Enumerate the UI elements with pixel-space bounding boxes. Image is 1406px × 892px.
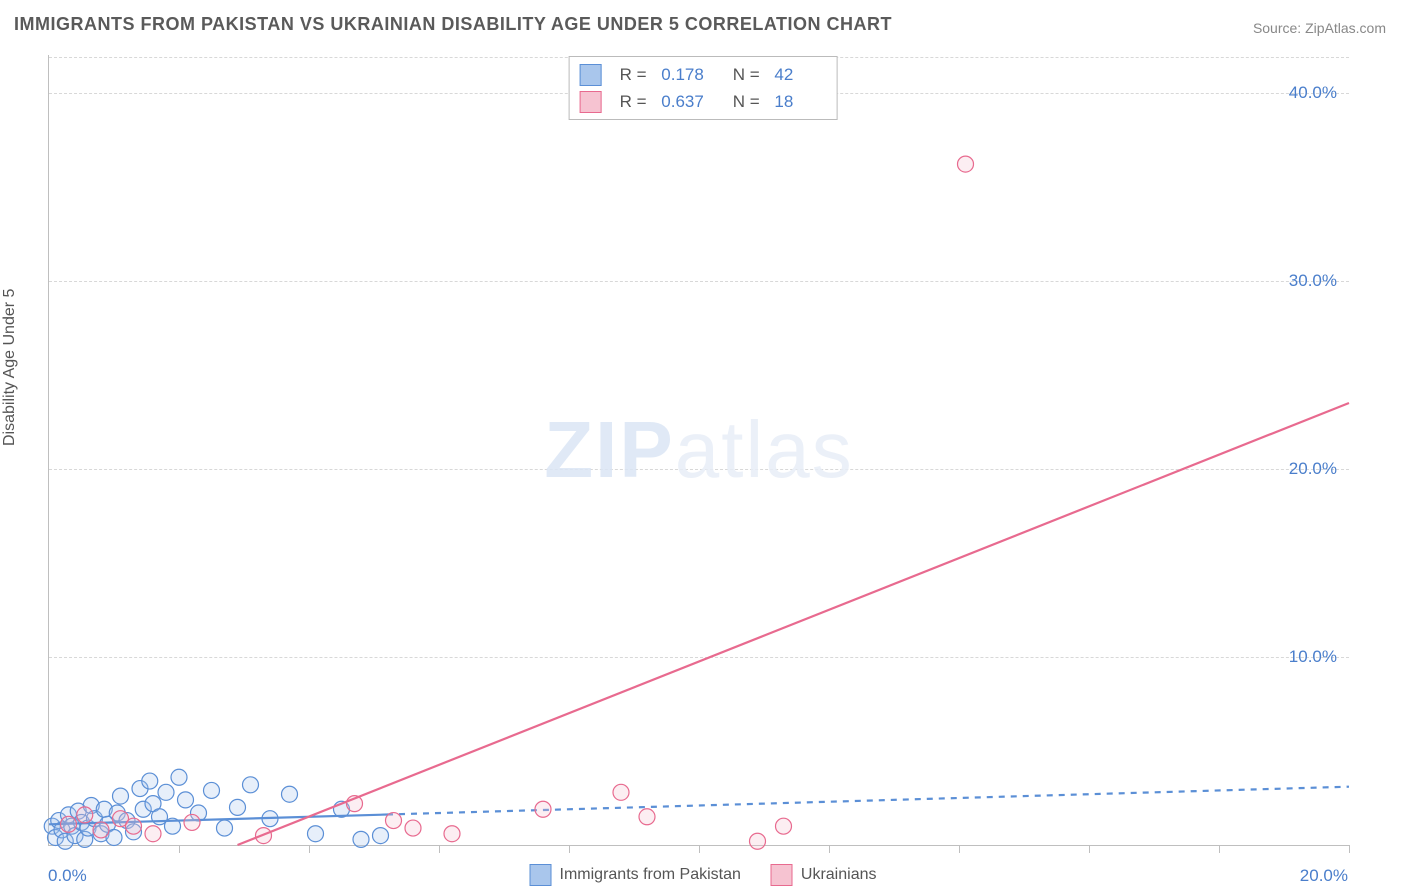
scatter-point xyxy=(958,156,974,172)
x-tick xyxy=(1089,845,1090,853)
scatter-point xyxy=(158,784,174,800)
scatter-point xyxy=(613,784,629,800)
scatter-point xyxy=(113,788,129,804)
scatter-point xyxy=(373,828,389,844)
scatter-point xyxy=(126,818,142,834)
chart-title: IMMIGRANTS FROM PAKISTAN VS UKRAINIAN DI… xyxy=(14,14,892,35)
scatter-point xyxy=(386,813,402,829)
scatter-point xyxy=(243,777,259,793)
trend-line xyxy=(238,403,1350,845)
stats-row: R = 0.637 N = 18 xyxy=(580,88,827,115)
scatter-point xyxy=(204,782,220,798)
legend-label: Immigrants from Pakistan xyxy=(560,866,741,883)
trend-line-dashed xyxy=(387,787,1349,815)
scatter-point xyxy=(282,786,298,802)
legend-label: Ukrainians xyxy=(801,866,877,883)
scatter-point xyxy=(535,801,551,817)
x-tick xyxy=(829,845,830,853)
x-tick xyxy=(959,845,960,853)
scatter-point xyxy=(639,809,655,825)
scatter-point xyxy=(230,799,246,815)
stats-r-label: R = xyxy=(620,61,652,88)
x-tick xyxy=(569,845,570,853)
scatter-point xyxy=(776,818,792,834)
scatter-point xyxy=(444,826,460,842)
scatter-point xyxy=(61,816,77,832)
stats-n-value: 18 xyxy=(774,88,826,115)
scatter-point xyxy=(217,820,233,836)
y-axis-label: Disability Age Under 5 xyxy=(1,289,19,446)
legend-swatch xyxy=(530,864,552,886)
x-tick xyxy=(699,845,700,853)
source-attribution: Source: ZipAtlas.com xyxy=(1253,20,1386,36)
scatter-point xyxy=(178,792,194,808)
scatter-point xyxy=(184,814,200,830)
legend-swatch xyxy=(771,864,793,886)
plot-area: ZIPatlas 10.0%20.0%30.0%40.0% xyxy=(48,55,1349,846)
stats-n-label: N = xyxy=(723,61,764,88)
scatter-point xyxy=(353,831,369,847)
bottom-legend: Immigrants from Pakistan Ukrainians xyxy=(530,864,877,886)
scatter-point xyxy=(171,769,187,785)
x-tick xyxy=(439,845,440,853)
stats-r-value: 0.637 xyxy=(661,88,713,115)
legend-item: Ukrainians xyxy=(771,864,877,886)
x-tick xyxy=(179,845,180,853)
stats-n-value: 42 xyxy=(774,61,826,88)
stats-r-label: R = xyxy=(620,88,652,115)
legend-item: Immigrants from Pakistan xyxy=(530,864,741,886)
scatter-point xyxy=(750,833,766,849)
x-axis-max-label: 20.0% xyxy=(1300,866,1348,886)
x-tick xyxy=(1219,845,1220,853)
x-axis-origin-label: 0.0% xyxy=(48,866,87,886)
stats-swatch xyxy=(580,64,602,86)
scatter-point xyxy=(405,820,421,836)
scatter-point xyxy=(77,807,93,823)
stats-r-value: 0.178 xyxy=(661,61,713,88)
x-tick xyxy=(1349,845,1350,853)
scatter-point xyxy=(308,826,324,842)
stats-legend-box: R = 0.178 N = 42R = 0.637 N = 18 xyxy=(569,56,838,120)
stats-row: R = 0.178 N = 42 xyxy=(580,61,827,88)
scatter-point xyxy=(142,773,158,789)
stats-n-label: N = xyxy=(723,88,764,115)
scatter-point xyxy=(93,822,109,838)
plot-svg xyxy=(49,55,1349,845)
scatter-point xyxy=(145,826,161,842)
x-tick xyxy=(309,845,310,853)
stats-swatch xyxy=(580,91,602,113)
